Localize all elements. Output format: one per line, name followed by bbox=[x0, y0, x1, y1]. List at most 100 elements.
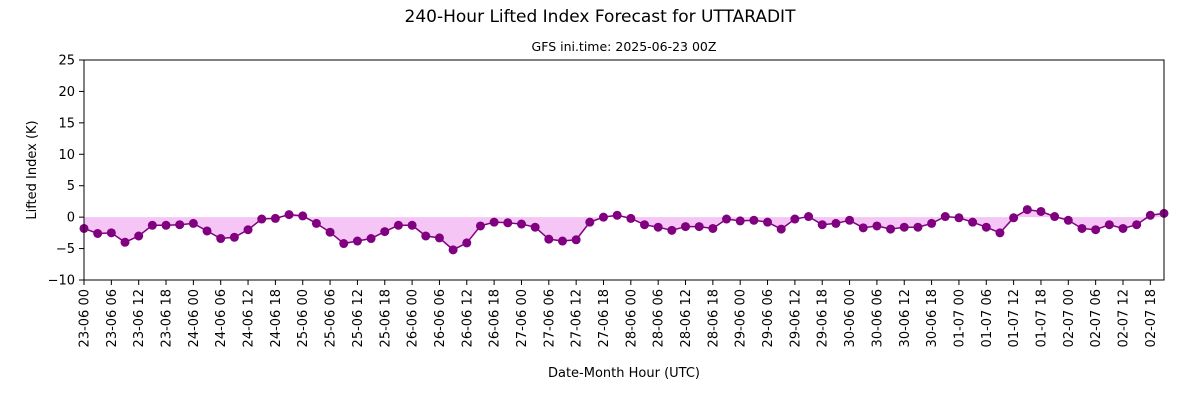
data-point bbox=[681, 222, 691, 232]
x-tick-label: 23-06 18 bbox=[160, 289, 175, 347]
data-point bbox=[475, 221, 485, 231]
x-tick-label: 24-06 06 bbox=[214, 289, 229, 347]
x-tick-label: 23-06 12 bbox=[132, 289, 147, 347]
chart-subtitle: GFS ini.time: 2025-06-23 00Z bbox=[532, 39, 717, 54]
x-tick-label: 26-06 12 bbox=[460, 289, 475, 347]
data-point bbox=[1104, 220, 1114, 230]
y-axis-label: Lifted Index (K) bbox=[25, 120, 40, 219]
data-point bbox=[708, 223, 718, 233]
y-tick-label: −5 bbox=[56, 242, 75, 257]
data-point bbox=[940, 212, 950, 222]
x-tick-label: 27-06 00 bbox=[515, 289, 530, 347]
data-point bbox=[694, 222, 704, 232]
x-tick-label: 28-06 12 bbox=[679, 289, 694, 347]
x-tick-label: 30-06 06 bbox=[870, 289, 885, 347]
data-point bbox=[298, 211, 308, 221]
x-tick-label: 24-06 00 bbox=[187, 289, 202, 347]
data-point bbox=[1036, 206, 1046, 216]
data-point bbox=[653, 222, 663, 232]
data-point bbox=[503, 218, 513, 228]
x-tick-label: 30-06 18 bbox=[925, 289, 940, 347]
data-point bbox=[640, 220, 650, 230]
data-point bbox=[626, 213, 636, 223]
data-point bbox=[735, 216, 745, 226]
data-point bbox=[175, 220, 185, 230]
data-point bbox=[161, 220, 171, 230]
plot-area: −10 −5 0 5 10 15 20 25 23-06 00 23-06 06 23-06 12 2… bbox=[48, 54, 1169, 347]
data-point bbox=[804, 212, 814, 222]
x-tick-label: 29-06 06 bbox=[761, 289, 776, 347]
x-tick-label: 01-07 18 bbox=[1034, 289, 1049, 347]
data-point bbox=[489, 217, 499, 227]
data-point bbox=[380, 227, 390, 237]
x-axis-label: Date-Month Hour (UTC) bbox=[548, 366, 700, 381]
data-point bbox=[243, 225, 253, 235]
data-point bbox=[188, 218, 198, 228]
x-tick-label: 02-07 12 bbox=[1116, 289, 1131, 347]
data-point bbox=[93, 228, 103, 238]
data-point bbox=[927, 218, 937, 228]
x-tick-label: 02-07 00 bbox=[1062, 289, 1077, 347]
x-tick-label: 23-06 00 bbox=[78, 289, 93, 347]
x-tick-label: 26-06 00 bbox=[406, 289, 421, 347]
data-point bbox=[981, 222, 991, 232]
data-point bbox=[1091, 225, 1101, 235]
x-tick-label: 25-06 06 bbox=[324, 289, 339, 347]
data-point bbox=[817, 220, 827, 230]
x-tick-label: 30-06 12 bbox=[898, 289, 913, 347]
data-point bbox=[530, 222, 540, 232]
data-point bbox=[339, 239, 349, 249]
data-point bbox=[1132, 220, 1142, 230]
data-point bbox=[134, 231, 144, 241]
x-tick-label: 28-06 06 bbox=[652, 289, 667, 347]
data-point bbox=[147, 220, 157, 230]
data-point bbox=[612, 210, 622, 220]
data-point bbox=[448, 245, 458, 255]
x-tick-label: 27-06 12 bbox=[570, 289, 585, 347]
x-tick-label: 30-06 00 bbox=[843, 289, 858, 347]
data-point bbox=[968, 217, 978, 227]
data-point bbox=[544, 234, 554, 244]
x-tick-label: 26-06 18 bbox=[488, 289, 503, 347]
x-tick-label: 27-06 18 bbox=[597, 289, 612, 347]
x-tick-label: 25-06 00 bbox=[296, 289, 311, 347]
y-tick-label: 15 bbox=[58, 116, 75, 131]
y-tick-label: 25 bbox=[58, 54, 75, 69]
data-point bbox=[366, 234, 376, 244]
data-point bbox=[598, 212, 608, 222]
data-point bbox=[1009, 213, 1019, 223]
data-point bbox=[257, 214, 267, 224]
data-point bbox=[995, 228, 1005, 238]
x-tick-label: 26-06 06 bbox=[433, 289, 448, 347]
x-tick-label: 02-07 18 bbox=[1144, 289, 1159, 347]
data-point bbox=[311, 218, 321, 228]
data-point bbox=[216, 234, 226, 244]
data-point bbox=[325, 227, 335, 237]
data-point bbox=[462, 238, 472, 248]
data-point bbox=[407, 220, 417, 230]
x-tick-label: 25-06 12 bbox=[351, 289, 366, 347]
x-tick-label: 29-06 18 bbox=[816, 289, 831, 347]
data-point bbox=[106, 228, 116, 238]
data-point bbox=[571, 235, 581, 245]
data-point bbox=[845, 215, 855, 225]
data-point bbox=[667, 225, 677, 235]
data-point bbox=[858, 223, 868, 233]
data-point bbox=[763, 217, 773, 227]
data-point bbox=[120, 237, 130, 247]
data-point bbox=[913, 222, 923, 232]
data-point bbox=[270, 213, 280, 223]
data-point bbox=[393, 220, 403, 230]
data-point bbox=[516, 219, 526, 229]
chart-title: 240-Hour Lifted Index Forecast for UTTAR… bbox=[405, 7, 797, 27]
y-tick-label: 10 bbox=[58, 148, 75, 163]
data-point bbox=[1050, 212, 1060, 222]
x-tick-label: 28-06 00 bbox=[624, 289, 639, 347]
x-tick-label: 25-06 18 bbox=[378, 289, 393, 347]
y-tick-label: 20 bbox=[58, 85, 75, 100]
plot-frame bbox=[83, 59, 1165, 281]
data-point bbox=[899, 222, 909, 232]
x-tick-label: 29-06 00 bbox=[734, 289, 749, 347]
y-tick-label: −10 bbox=[48, 274, 75, 289]
y-tick-label: 5 bbox=[67, 179, 75, 194]
